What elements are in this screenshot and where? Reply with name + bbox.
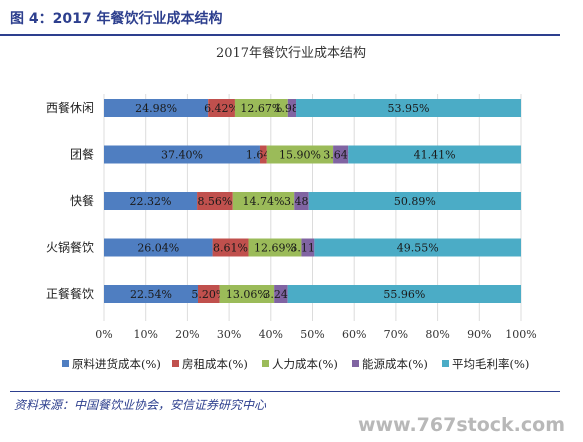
figure-label: 图 4：2017 年餐饮行业成本结构 bbox=[10, 11, 223, 27]
data-label: 49.55% bbox=[397, 242, 439, 255]
legend-label: 原料进货成本(%) bbox=[72, 357, 161, 371]
bar-segment bbox=[301, 238, 315, 257]
bar-segment bbox=[234, 99, 288, 117]
bar-segment bbox=[232, 192, 295, 210]
x-tick-label: 0% bbox=[95, 328, 112, 341]
bar-segment bbox=[294, 192, 309, 210]
category-label: 团餐 bbox=[70, 147, 94, 162]
bar-segment bbox=[219, 285, 275, 303]
data-label: 55.96% bbox=[383, 288, 425, 301]
stacked-bar-chart: 2017年餐饮行业成本结构 0% 10% 20% 30% 40% 50% 60% 70% 80% 9… bbox=[46, 45, 537, 371]
legend-swatch bbox=[262, 360, 269, 367]
bar-segment bbox=[248, 238, 302, 257]
bar-segment bbox=[296, 99, 521, 117]
category-label: 西餐休闲 bbox=[46, 100, 94, 115]
data-label: 13.06% bbox=[226, 288, 268, 301]
bar-segment bbox=[104, 238, 213, 257]
bar-segment bbox=[274, 285, 288, 303]
data-label: 12.67% bbox=[240, 102, 282, 115]
bar-segment bbox=[308, 192, 521, 210]
bar-segment bbox=[104, 99, 209, 117]
data-label: 14.74% bbox=[243, 195, 285, 208]
legend-label: 房租成本(%) bbox=[182, 357, 248, 371]
bar-segment bbox=[287, 285, 521, 303]
data-label: 37.40% bbox=[161, 149, 203, 162]
bar-segment bbox=[348, 145, 521, 164]
x-tick-label: 70% bbox=[384, 328, 408, 341]
bar-segment bbox=[104, 192, 198, 210]
bar-segment bbox=[287, 99, 297, 117]
bar-segment bbox=[266, 145, 334, 164]
data-label: 22.54% bbox=[130, 288, 172, 301]
data-label: 24.98% bbox=[135, 102, 177, 115]
data-label: 6.42% bbox=[204, 102, 239, 115]
data-label: 8.61% bbox=[213, 242, 248, 255]
data-label: 5.20% bbox=[191, 288, 226, 301]
chart-title: 2017年餐饮行业成本结构 bbox=[216, 45, 366, 61]
data-label: 41.41% bbox=[414, 149, 456, 162]
bar-segment bbox=[212, 238, 249, 257]
data-label: 50.89% bbox=[394, 195, 436, 208]
category-label: 火锅餐饮 bbox=[46, 240, 94, 255]
category-label: 正餐餐饮 bbox=[46, 286, 94, 301]
source-divider bbox=[10, 391, 560, 392]
x-tick-label: 10% bbox=[133, 328, 157, 341]
chart-area: 2017年餐饮行业成本结构 0% 10% 20% 30% 40% 50% 60% 70% 80% 9… bbox=[0, 36, 583, 388]
bar-segment bbox=[333, 145, 349, 164]
source-note: 资料来源：中国餐饮业协会，安信证券研究中心 bbox=[14, 398, 267, 412]
x-tick-label: 60% bbox=[342, 328, 366, 341]
x-tick-label: 100% bbox=[505, 328, 536, 341]
data-label: 53.95% bbox=[388, 102, 430, 115]
x-tick-label: 20% bbox=[175, 328, 199, 341]
data-label: 8.56% bbox=[197, 195, 232, 208]
bar-segment bbox=[104, 145, 260, 164]
x-tick-label: 50% bbox=[300, 328, 324, 341]
data-label: 15.90% bbox=[279, 149, 321, 162]
legend-label: 能源成本(%) bbox=[362, 357, 428, 371]
legend-swatch bbox=[172, 360, 179, 367]
bar-segment bbox=[314, 238, 521, 257]
x-tick-label: 90% bbox=[467, 328, 491, 341]
bar-segment bbox=[259, 145, 267, 164]
figure-header: 图 4：2017 年餐饮行业成本结构 bbox=[0, 0, 560, 36]
data-label: 12.69% bbox=[254, 242, 296, 255]
legend-swatch bbox=[442, 360, 449, 367]
bar-segment bbox=[104, 285, 198, 303]
legend-swatch bbox=[352, 360, 359, 367]
watermark: www.767stock.com bbox=[358, 414, 565, 436]
x-tick-label: 30% bbox=[217, 328, 241, 341]
legend-label: 平均毛利率(%) bbox=[452, 357, 529, 371]
category-label: 快餐 bbox=[70, 193, 94, 208]
legend-swatch bbox=[62, 360, 69, 367]
data-label: 22.32% bbox=[130, 195, 172, 208]
bar-segment bbox=[197, 285, 220, 303]
bar-segment bbox=[208, 99, 235, 117]
legend-label: 人力成本(%) bbox=[272, 357, 338, 371]
x-tick-label: 80% bbox=[425, 328, 449, 341]
x-tick-label: 40% bbox=[259, 328, 283, 341]
data-label: 26.04% bbox=[137, 242, 179, 255]
bar-segment bbox=[197, 192, 233, 210]
